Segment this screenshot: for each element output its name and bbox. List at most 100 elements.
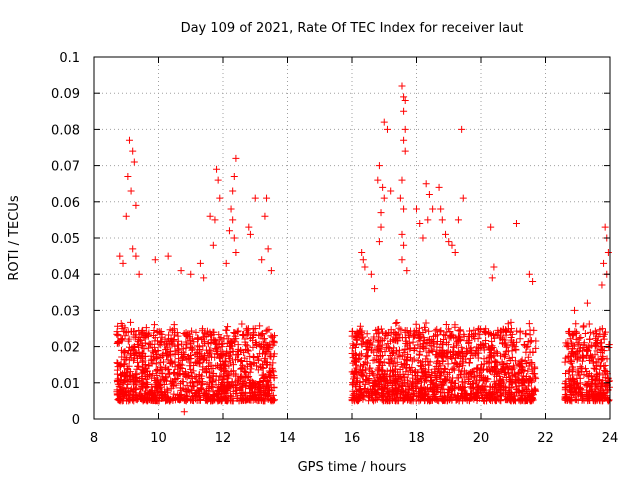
data-point xyxy=(188,345,196,353)
data-point xyxy=(433,331,441,339)
data-point xyxy=(249,343,257,351)
data-point xyxy=(480,396,488,404)
data-point xyxy=(246,230,254,238)
data-point xyxy=(239,331,247,339)
data-point xyxy=(577,334,585,342)
data-point xyxy=(472,393,480,401)
data-point xyxy=(418,389,426,397)
data-point xyxy=(216,194,224,202)
data-point xyxy=(148,374,156,382)
data-point xyxy=(403,391,411,399)
data-point xyxy=(250,381,258,389)
data-point xyxy=(593,370,601,378)
data-point xyxy=(419,340,427,348)
data-point xyxy=(350,380,358,388)
data-point xyxy=(394,377,402,385)
data-point xyxy=(163,345,171,353)
data-point xyxy=(130,347,138,355)
data-point xyxy=(116,362,124,370)
data-point xyxy=(114,322,122,330)
data-point xyxy=(164,387,172,395)
data-point xyxy=(513,327,521,335)
data-point xyxy=(496,379,504,387)
data-point xyxy=(598,281,606,289)
data-point xyxy=(456,326,464,334)
data-point xyxy=(152,353,160,361)
data-point xyxy=(366,392,374,400)
data-point xyxy=(604,248,612,256)
data-point xyxy=(583,299,591,307)
data-point xyxy=(170,336,178,344)
data-point xyxy=(403,340,411,348)
data-point xyxy=(188,327,196,335)
data-point xyxy=(259,330,267,338)
data-point xyxy=(594,383,602,391)
data-point xyxy=(245,373,253,381)
data-point xyxy=(139,333,147,341)
data-point xyxy=(588,382,596,390)
data-point xyxy=(375,358,383,366)
data-point xyxy=(566,352,574,360)
data-point xyxy=(144,381,152,389)
data-point xyxy=(153,337,161,345)
data-point xyxy=(525,320,533,328)
data-point xyxy=(125,136,133,144)
data-point xyxy=(121,388,129,396)
data-point xyxy=(569,332,577,340)
data-point xyxy=(178,364,186,372)
data-point xyxy=(601,223,609,231)
data-point xyxy=(434,351,442,359)
data-point xyxy=(599,377,607,385)
data-point xyxy=(190,382,198,390)
y-tick-label: 0.07 xyxy=(51,160,80,175)
data-point xyxy=(442,321,450,329)
data-point xyxy=(120,368,128,376)
data-point xyxy=(187,270,195,278)
data-point xyxy=(237,392,245,400)
data-point xyxy=(258,256,266,264)
x-axis-label: GPS time / hours xyxy=(298,460,407,475)
data-point xyxy=(222,362,230,370)
data-point xyxy=(569,371,577,379)
data-point xyxy=(375,342,383,350)
data-point xyxy=(244,362,252,370)
data-point xyxy=(570,351,578,359)
data-point xyxy=(400,374,408,382)
data-point xyxy=(349,327,357,335)
data-point xyxy=(421,396,429,404)
data-point xyxy=(493,348,501,356)
data-point xyxy=(244,325,252,333)
data-point xyxy=(184,332,192,340)
data-point xyxy=(148,359,156,367)
data-point xyxy=(573,356,581,364)
data-point xyxy=(363,359,371,367)
data-point xyxy=(237,346,245,354)
data-point xyxy=(596,339,604,347)
data-point xyxy=(129,344,137,352)
data-point xyxy=(164,356,172,364)
data-point xyxy=(571,306,579,314)
data-point xyxy=(229,187,237,195)
data-point xyxy=(183,355,191,363)
data-point xyxy=(113,328,121,336)
data-point xyxy=(505,363,513,371)
data-point xyxy=(141,353,149,361)
data-point xyxy=(363,346,371,354)
data-point xyxy=(230,336,238,344)
data-point xyxy=(576,363,584,371)
data-point xyxy=(384,397,392,405)
data-point xyxy=(424,336,432,344)
data-point xyxy=(514,387,522,395)
data-point xyxy=(410,327,418,335)
data-point xyxy=(477,372,485,380)
data-point xyxy=(579,323,587,331)
data-point xyxy=(572,330,580,338)
data-point xyxy=(483,357,491,365)
data-point xyxy=(504,389,512,397)
data-point xyxy=(171,368,179,376)
data-point xyxy=(400,241,408,249)
grid xyxy=(94,57,610,419)
data-point xyxy=(475,325,483,333)
data-point xyxy=(352,358,360,366)
data-point xyxy=(506,328,514,336)
